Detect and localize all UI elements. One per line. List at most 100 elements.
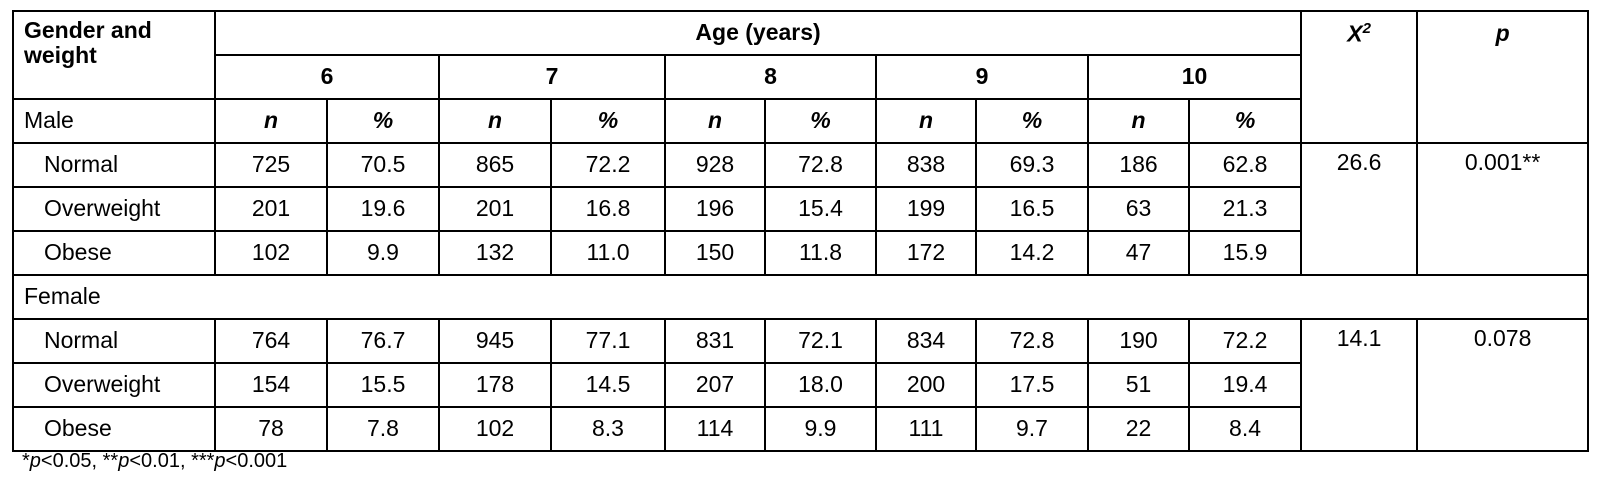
table-cell: 77.1 xyxy=(550,318,666,364)
table-cell: 18.0 xyxy=(764,362,877,408)
n-header: n xyxy=(875,98,977,144)
p-value-female: 0.078 xyxy=(1416,318,1590,452)
table-row: Normal 764 76.7 945 77.1 831 72.1 834 72.8 190 72.… xyxy=(12,318,1590,452)
percent-header: % xyxy=(326,98,440,144)
age-group-header: Age (years) xyxy=(213,10,1303,56)
table-cell: 70.5 xyxy=(326,142,440,188)
table-cell: 201 xyxy=(214,186,328,232)
table-cell: 15.4 xyxy=(764,186,877,232)
table-cell: 11.8 xyxy=(764,230,877,276)
table-cell: 928 xyxy=(664,142,766,188)
table-cell: 21.3 xyxy=(1187,186,1303,232)
table-cell: 72.8 xyxy=(975,318,1089,364)
percent-header: % xyxy=(550,98,666,144)
table-cell: 186 xyxy=(1087,142,1190,188)
n-header: n xyxy=(664,98,766,144)
footnote-mark-2: ** xyxy=(102,450,119,472)
header-row-2: 6 7 8 9 10 xyxy=(13,54,1590,100)
group-label-male: Male xyxy=(12,98,215,144)
table-cell: 831 xyxy=(664,318,766,364)
row-label: Obese xyxy=(12,230,216,276)
footnote-text-2: <0.01, xyxy=(129,450,192,472)
footnote-p-2: p xyxy=(118,450,130,472)
table-cell: 51 xyxy=(1087,362,1190,408)
table-cell: 78 xyxy=(214,406,328,452)
p-header: p xyxy=(1416,10,1590,55)
chi-square-symbol: X xyxy=(1347,20,1363,47)
table-cell: 16.8 xyxy=(550,186,666,232)
table-row: Obese 102 9.9 132 11.0 150 11.8 172 14.2 47 15.9 xyxy=(12,230,1588,276)
row-label: Obese xyxy=(12,406,216,452)
table-cell: 111 xyxy=(875,406,977,452)
table-cell: 72.2 xyxy=(550,142,666,188)
table-cell: 17.5 xyxy=(975,362,1089,408)
table-cell: 196 xyxy=(664,186,766,232)
table-cell: 178 xyxy=(438,362,552,408)
table-cell: 14.2 xyxy=(975,230,1089,276)
table-cell: 19.4 xyxy=(1187,362,1303,408)
n-header: n xyxy=(1087,98,1190,144)
footnote-mark-3: *** xyxy=(191,450,215,472)
table-cell: 190 xyxy=(1087,318,1190,364)
table-cell: 199 xyxy=(875,186,977,232)
table-cell: 62.8 xyxy=(1187,142,1303,188)
chi-square-header: X2 xyxy=(1300,10,1419,55)
table-cell: 72.8 xyxy=(764,142,877,188)
table-cell: 725 xyxy=(214,142,328,188)
table-cell: 132 xyxy=(438,230,552,276)
age-header-6: 6 xyxy=(214,54,440,100)
table-cell: 207 xyxy=(664,362,766,408)
table-cell: 72.2 xyxy=(1187,318,1303,364)
table-cell: 19.6 xyxy=(326,186,440,232)
age-header-8: 8 xyxy=(664,54,877,100)
row-label: Normal xyxy=(12,318,216,364)
footnote: *p<0.05, **p<0.01, ***p<0.001 xyxy=(22,450,287,473)
table-cell: 838 xyxy=(875,142,977,188)
table-row: Obese 78 7.8 102 8.3 114 9.9 111 9.7 22 8.4 xyxy=(12,406,1588,452)
n-header: n xyxy=(438,98,552,144)
table-cell: 764 xyxy=(214,318,328,364)
table-row: Overweight 154 15.5 178 14.5 207 18.0 200 17.5 51… xyxy=(12,362,1588,408)
table-cell: 8.4 xyxy=(1187,406,1303,452)
table-cell: 9.9 xyxy=(764,406,877,452)
table-cell: 76.7 xyxy=(326,318,440,364)
table-row: Normal 725 70.5 865 72.2 928 72.8 838 69.3 186 62.… xyxy=(12,142,1590,276)
table-cell: 22 xyxy=(1087,406,1190,452)
age-header-9: 9 xyxy=(875,54,1089,100)
table-cell: 14.5 xyxy=(550,362,666,408)
table-cell: 9.9 xyxy=(326,230,440,276)
table-cell: 945 xyxy=(438,318,552,364)
table-cell: 865 xyxy=(438,142,552,188)
percent-header: % xyxy=(975,98,1089,144)
chi-square-value-female: 14.1 xyxy=(1300,318,1419,452)
group-row-female: Female xyxy=(12,274,1590,320)
table-cell: 201 xyxy=(438,186,552,232)
age-header-10: 10 xyxy=(1086,54,1303,100)
table-cell: 200 xyxy=(875,362,977,408)
table-cell: 7.8 xyxy=(326,406,440,452)
chi-square-exponent: 2 xyxy=(1362,19,1371,37)
table-cell: 63 xyxy=(1087,186,1190,232)
table-cell: 15.5 xyxy=(326,362,440,408)
table-cell: 114 xyxy=(664,406,766,452)
table-cell: 150 xyxy=(664,230,766,276)
footnote-p-3: p xyxy=(214,450,226,472)
footnote-text-1: <0.05, xyxy=(40,450,103,472)
chi-square-value-male: 26.6 xyxy=(1300,142,1419,276)
p-spacer xyxy=(1416,99,1590,143)
footnote-p-1: p xyxy=(29,450,41,472)
chi-square-header-spacer xyxy=(1300,55,1419,99)
table-cell: 72.1 xyxy=(764,318,877,364)
row-label: Overweight xyxy=(12,362,216,408)
age-header-7: 7 xyxy=(438,54,666,100)
table-cell: 16.5 xyxy=(975,186,1089,232)
p-header-spacer xyxy=(1416,55,1590,99)
table-cell: 154 xyxy=(214,362,328,408)
group-row-male: Male n% n% n% n% n% xyxy=(12,98,1590,144)
table-cell: 102 xyxy=(438,406,552,452)
table-cell: 8.3 xyxy=(550,406,666,452)
group-row-blank xyxy=(215,274,1590,320)
footnote-text-3: <0.001 xyxy=(225,450,288,472)
table-cell: 11.0 xyxy=(550,230,666,276)
table-cell: 69.3 xyxy=(975,142,1089,188)
